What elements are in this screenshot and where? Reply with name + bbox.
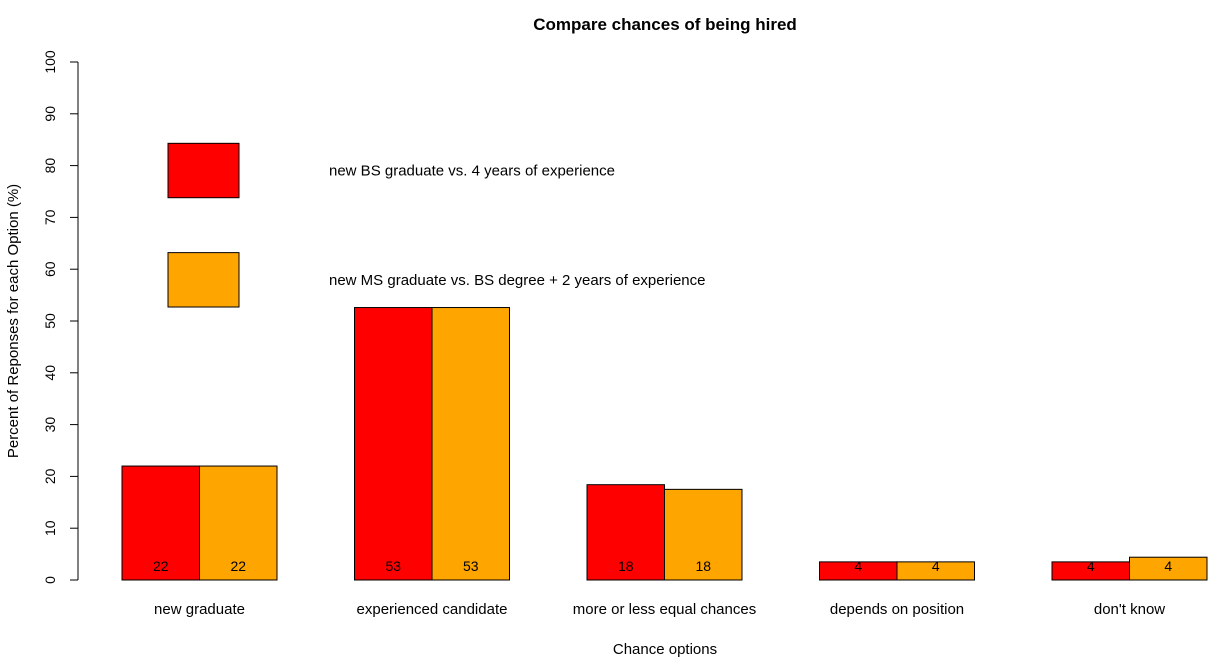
bar xyxy=(664,488,743,581)
y-tick-label: 0 xyxy=(42,576,58,584)
category-label: new graduate xyxy=(154,601,245,618)
bar-value-label: 4 xyxy=(1164,558,1172,574)
y-tick-label: 40 xyxy=(42,365,58,381)
chart-title: Compare chances of being hired xyxy=(533,15,797,34)
bar-value-label: 22 xyxy=(230,558,246,574)
y-axis-label: Percent of Reponses for each Option (%) xyxy=(5,184,22,458)
y-ticks: 0 10 20 30 40 50 60 70 80 90 100 xyxy=(42,50,78,584)
y-tick-label: 30 xyxy=(42,417,58,433)
y-tick-label: 70 xyxy=(42,209,58,225)
legend-label: new BS graduate vs. 4 years of experienc… xyxy=(329,163,615,180)
y-tick-label: 100 xyxy=(42,50,58,74)
category-label: don't know xyxy=(1094,601,1165,618)
bar-value-label: 18 xyxy=(618,558,634,574)
category-label: depends on position xyxy=(830,601,964,618)
bar xyxy=(1129,556,1208,581)
y-tick-label: 60 xyxy=(42,261,58,277)
bar-value-label: 18 xyxy=(695,558,711,574)
y-tick-label: 20 xyxy=(42,468,58,484)
legend-label: new MS graduate vs. BS degree + 2 years … xyxy=(329,272,705,289)
bar xyxy=(431,307,510,581)
y-tick-label: 50 xyxy=(42,313,58,329)
bar xyxy=(354,307,433,581)
bar-value-label: 53 xyxy=(463,558,479,574)
legend-swatch xyxy=(167,252,240,308)
bar-value-label: 4 xyxy=(932,558,940,574)
y-tick-label: 80 xyxy=(42,158,58,174)
category-label: experienced candidate xyxy=(357,601,508,618)
bar xyxy=(586,484,665,581)
bar-value-label: 4 xyxy=(1087,558,1095,574)
bar-value-label: 53 xyxy=(385,558,401,574)
bars-group: 22 22 53 53 18 18 4 4 4 4 xyxy=(121,307,1208,581)
y-tick-label: 10 xyxy=(42,520,58,536)
bar-value-label: 4 xyxy=(854,558,862,574)
legend: new BS graduate vs. 4 years of experienc… xyxy=(167,142,705,308)
category-labels: new graduate experienced candidate more or… xyxy=(154,601,1165,618)
y-tick-label: 90 xyxy=(42,106,58,122)
bar xyxy=(121,465,200,581)
x-axis-label: Chance options xyxy=(613,641,717,658)
legend-swatch xyxy=(167,142,240,199)
category-label: more or less equal chances xyxy=(573,601,756,618)
bar xyxy=(896,561,975,581)
bar-value-label: 22 xyxy=(153,558,169,574)
bar xyxy=(199,465,278,581)
